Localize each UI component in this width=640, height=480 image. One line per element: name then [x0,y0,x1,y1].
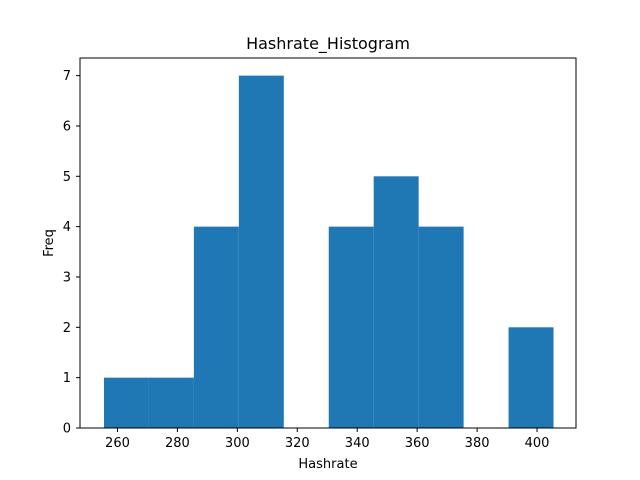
histogram-bar [103,377,149,428]
x-tick-label: 260 [105,436,130,451]
x-axis-ticks: 260 280 300 320 340 360 380 400 [105,428,549,451]
y-tick-label: 3 [63,270,71,285]
y-axis-ticks: 0 1 2 3 4 5 6 7 [63,69,80,437]
x-axis-label: Hashrate [298,457,357,472]
histogram-bar [418,226,464,428]
y-tick-label: 1 [63,371,71,386]
histogram-bar [508,327,554,428]
plot-frame [79,57,577,429]
x-tick-label: 280 [165,436,190,451]
histogram-bar [373,176,419,428]
histogram-bars [103,75,554,428]
y-axis-label: Freq [42,229,57,257]
y-tick-label: 6 [63,119,71,134]
y-tick-label: 7 [63,69,71,84]
x-tick-label: 340 [345,436,370,451]
y-tick-label: 5 [63,170,71,185]
y-tick-label: 2 [63,321,71,336]
x-tick-label: 400 [525,436,550,451]
x-tick-label: 360 [405,436,430,451]
y-tick-label: 4 [63,220,71,235]
x-tick-label: 300 [225,436,250,451]
histogram-bar [148,377,194,428]
histogram-bar [328,226,374,428]
x-tick-label: 380 [465,436,490,451]
histogram-bar [238,75,284,428]
x-tick-label: 320 [285,436,310,451]
chart-title: Hashrate_Histogram [246,34,410,54]
y-tick-label: 0 [63,422,71,437]
histogram-bar [193,226,239,428]
